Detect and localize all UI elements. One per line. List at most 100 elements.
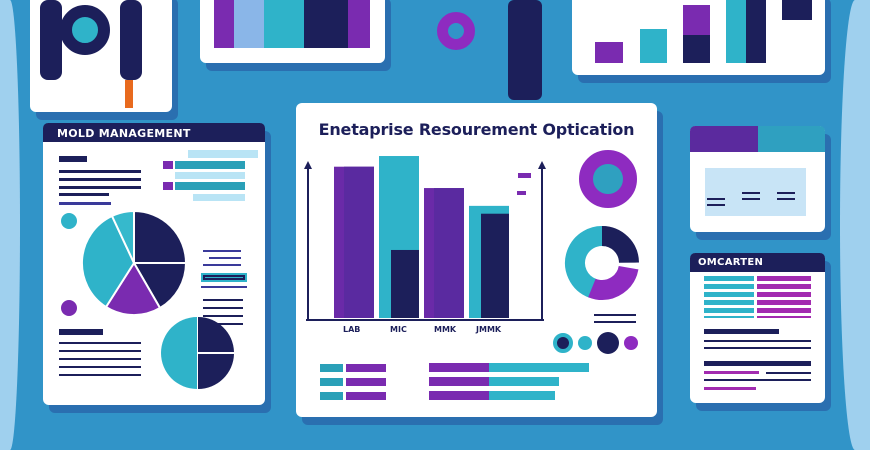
bar-chart [304,156,546,321]
card-title: OMCARTEN [690,253,825,272]
table-cell-line [742,192,760,194]
bar [429,363,489,372]
table-cell-line [777,192,795,194]
purple-circle-icon [61,300,77,316]
table-cell-line [707,198,725,200]
text-line [704,347,811,349]
table-cell-line [742,198,760,200]
bar [595,42,623,63]
person-figure [782,0,812,20]
donut-segment [565,226,639,300]
x-tick-label: MIC [390,325,407,334]
legend-dot [597,332,619,354]
omcarten-card: OMCARTEN [690,253,825,403]
pie-slice [110,209,135,264]
text-line [203,299,243,301]
legend-marker [518,173,531,178]
person-figure [120,0,142,80]
bar-shade [391,249,419,318]
x-tick-label: JMMK [476,325,502,334]
gear-icon [60,5,110,55]
card-title: MOLD MANAGEMENT [43,123,265,142]
person-legs [125,80,133,108]
top-right-chart-card [572,0,825,75]
text-line [59,202,111,205]
bar [175,172,245,179]
text-line [59,178,141,181]
text-line [704,371,759,374]
teal-circle-icon [61,213,77,229]
bar [348,0,370,48]
bar [489,391,555,400]
text-line [203,250,241,252]
table-widget-card [690,126,825,232]
bar [320,378,343,386]
text-line [766,372,811,374]
page-title: Enetaprise Resourement Optication [318,120,635,139]
bar [346,392,386,400]
text-line [203,315,243,317]
bullet [163,182,173,190]
bar [746,0,766,63]
donut-chart [579,150,637,208]
bar [304,0,348,48]
text-line [59,366,141,368]
text-line [203,264,241,266]
widget-header-right [758,126,825,152]
text-line [704,379,811,381]
teal-bar-group [704,276,754,318]
text-line [203,323,243,325]
pie-chart-small [161,317,234,389]
pie-slice [133,209,188,264]
bar-shade [344,166,374,318]
bar [320,392,343,400]
text-line [201,286,247,288]
text-line [59,186,141,189]
bar [264,0,304,48]
bar [489,363,589,372]
bar [429,377,489,386]
bar [175,161,245,169]
pie-chart-large [80,209,188,317]
text-line [704,387,756,390]
top-chart-card [200,0,385,63]
text-line [59,342,141,344]
pie-slice [132,262,188,310]
text-line [59,156,87,162]
pie-slice [161,317,197,389]
highlight-bar [201,273,247,282]
bar [193,194,245,201]
text-line [59,358,141,360]
table-cell-line [777,198,795,200]
bar-shade [481,213,509,318]
background-edge-right [840,0,870,450]
bullet [163,161,173,169]
purple-bar-group [757,276,811,318]
text-line [203,307,243,309]
legend-dot [624,336,638,350]
pie-slice [198,354,234,389]
bar [726,0,746,63]
donut-segment [565,226,639,300]
text-line [59,350,141,352]
database-icon [553,333,573,353]
bar [214,0,234,48]
text-line [704,361,811,366]
person-figure [40,0,62,80]
bar [175,182,245,190]
bar [683,5,710,35]
text-line [594,314,636,316]
mold-management-card: MOLD MANAGEMENT [43,123,265,405]
widget-header-left [690,126,758,152]
x-tick-label: MMK [434,325,457,334]
text-line [704,329,779,334]
background-edge-left [0,0,20,450]
text-line [59,329,103,335]
top-left-illustration-card [30,0,172,112]
text-line [209,257,241,259]
bar [489,377,559,386]
table-cell-line [707,204,725,206]
person-figure [508,0,542,100]
legend-marker [517,191,526,195]
text-line [59,374,141,376]
